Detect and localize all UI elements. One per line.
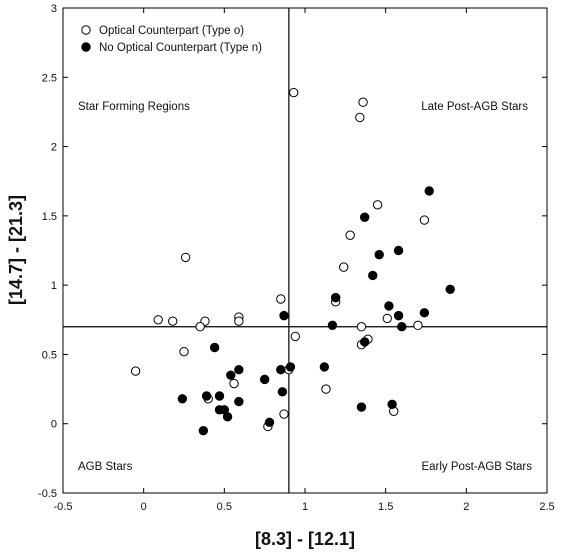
- point-type-n: [198, 425, 209, 436]
- point-type-o: [382, 313, 392, 324]
- point-type-n: [279, 310, 289, 321]
- point-type-n: [327, 320, 338, 331]
- legend-marker-type-n: [81, 42, 91, 52]
- point-type-n: [259, 374, 270, 385]
- y-tick-label: 0.5: [42, 349, 57, 361]
- x-tick-label: -0.5: [54, 501, 73, 513]
- region-label-late-post-agb: Late Post-AGB Stars: [421, 101, 528, 113]
- point-type-n: [359, 212, 370, 222]
- point-type-n: [424, 186, 434, 196]
- point-type-n: [393, 245, 404, 256]
- point-type-n: [356, 402, 367, 412]
- point-type-o: [229, 378, 239, 389]
- point-type-n: [234, 396, 244, 407]
- x-tick-label: 0.5: [217, 501, 232, 513]
- plot-frame: [62, 7, 548, 494]
- legend-marker-type-o: [81, 25, 91, 35]
- point-type-n: [209, 342, 220, 353]
- legend: Optical Counterpart (Type o) No Optical …: [81, 25, 262, 54]
- point-type-n: [276, 364, 286, 375]
- point-type-n: [177, 394, 188, 404]
- point-type-o: [234, 316, 244, 326]
- point-type-n: [359, 337, 370, 347]
- point-type-o: [290, 331, 301, 342]
- point-type-o: [356, 322, 367, 332]
- point-type-o: [289, 87, 299, 98]
- point-type-n: [330, 292, 341, 303]
- y-tick-label: 3: [51, 3, 57, 15]
- point-type-n: [234, 364, 244, 375]
- x-tick-label: 1: [302, 501, 308, 513]
- x-tick-label: 2.5: [539, 501, 554, 513]
- x-axis-label: [8.3] - [12.1]: [255, 529, 355, 549]
- point-type-n: [374, 249, 384, 260]
- point-type-o: [358, 97, 368, 107]
- point-type-o: [355, 112, 365, 123]
- y-tick-label: 1: [51, 280, 57, 292]
- legend-label-type-n: No Optical Counterpart (Type n): [99, 42, 262, 54]
- point-type-o: [276, 294, 286, 304]
- ticks: -0.5 0 0.5 1 1.5 2 2.5 -0.5 0 0.5 1 1.5 2 2.5 3: [38, 3, 555, 513]
- y-tick-label: 0: [51, 419, 57, 431]
- point-type-n: [319, 362, 330, 372]
- point-type-n: [285, 362, 296, 372]
- y-tick-label: 2.5: [42, 72, 57, 84]
- point-type-n: [264, 417, 275, 428]
- point-type-n: [222, 412, 233, 422]
- x-tick-label: 1.5: [378, 501, 393, 513]
- point-type-o: [345, 230, 355, 240]
- region-label-agb: AGB Stars: [78, 461, 133, 473]
- x-tick-label: 0: [141, 501, 147, 513]
- point-type-n: [368, 270, 378, 281]
- point-type-o: [195, 322, 205, 332]
- point-type-o: [153, 315, 163, 325]
- legend-label-type-o: Optical Counterpart (Type o): [99, 25, 244, 37]
- point-type-n: [384, 301, 394, 311]
- point-type-o: [419, 215, 430, 225]
- point-type-n: [419, 308, 430, 318]
- point-type-n: [201, 391, 212, 401]
- region-label-star-forming: Star Forming Regions: [78, 101, 190, 113]
- point-type-n: [393, 310, 404, 321]
- point-type-n: [387, 399, 397, 410]
- point-type-o: [168, 316, 178, 326]
- point-type-o: [180, 252, 191, 263]
- point-type-o: [130, 366, 141, 376]
- point-type-o: [321, 384, 331, 394]
- point-type-n: [445, 284, 455, 294]
- y-tick-label: -0.5: [38, 488, 57, 500]
- region-label-early-post-agb: Early Post-AGB Stars: [421, 461, 532, 473]
- point-type-o: [413, 320, 423, 331]
- data-points: [130, 87, 455, 436]
- point-type-o: [339, 262, 349, 272]
- y-tick-label: 2: [51, 142, 57, 154]
- x-tick-label: 2: [463, 501, 469, 513]
- quadrant-dividers: [63, 8, 547, 493]
- point-type-n: [397, 322, 407, 332]
- point-type-o: [179, 346, 189, 357]
- y-tick-label: 1.5: [42, 211, 57, 223]
- point-type-n: [214, 391, 225, 401]
- point-type-o: [372, 200, 383, 210]
- point-type-o: [279, 409, 289, 419]
- y-axis-label: [14.7] - [21.3]: [6, 195, 26, 305]
- point-type-n: [226, 370, 236, 380]
- point-type-n: [277, 387, 288, 397]
